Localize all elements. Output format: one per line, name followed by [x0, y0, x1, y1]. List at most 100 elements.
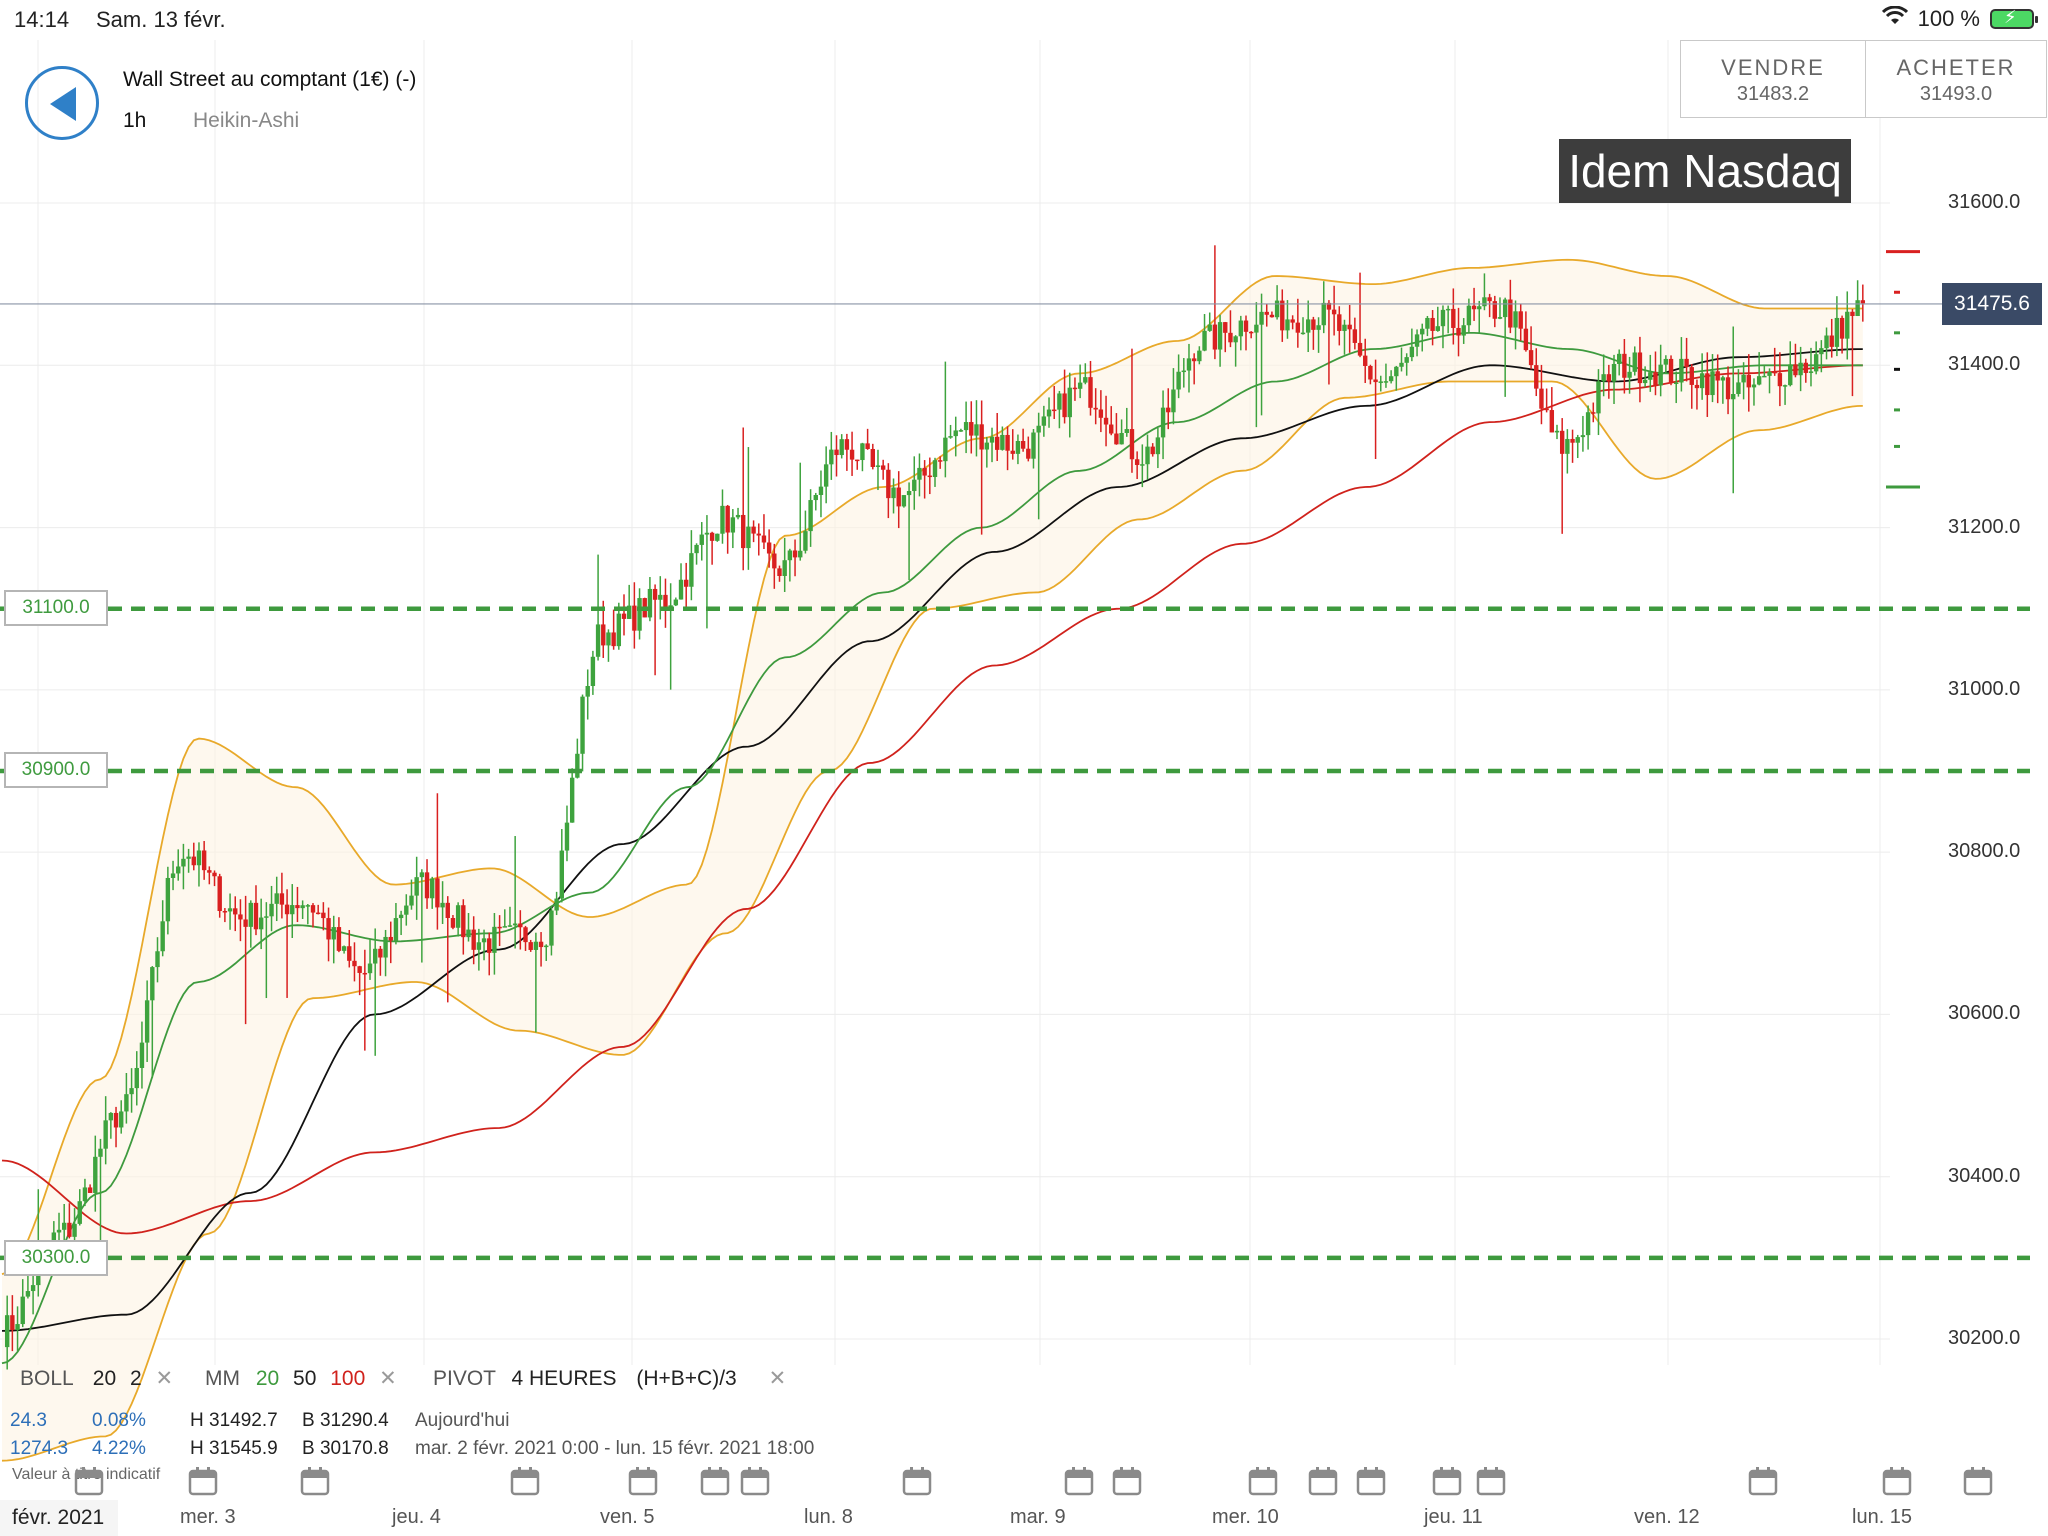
candle-body	[1435, 326, 1440, 331]
candle-body	[512, 923, 518, 926]
level-label-30300[interactable]: 30300.0	[4, 1240, 108, 1276]
remove-mm-button[interactable]: ✕	[379, 1367, 397, 1390]
candle-body	[295, 905, 300, 909]
candle-body	[1767, 371, 1772, 376]
candle-body	[974, 424, 979, 436]
candle-body	[1041, 416, 1047, 426]
candle-body	[1570, 438, 1575, 443]
sell-button[interactable]: VENDRE 31483.2	[1680, 40, 1866, 118]
candle-body	[455, 905, 461, 928]
back-button[interactable]	[25, 66, 99, 140]
mm-param-50: 50	[293, 1367, 317, 1390]
candle-body	[243, 919, 248, 927]
back-arrow-icon	[50, 87, 76, 121]
candle-body	[880, 465, 886, 470]
candle-body	[217, 876, 222, 912]
calendar-event-icon[interactable]	[1248, 1466, 1278, 1496]
candle-body	[1528, 350, 1534, 366]
bollinger-lower-line	[1, 380, 1863, 1462]
level-label-31100[interactable]: 31100.0	[4, 590, 108, 626]
candle-body	[1098, 409, 1104, 418]
boll-param-1: 20	[92, 1367, 117, 1390]
calendar-event-icon[interactable]	[1064, 1466, 1094, 1496]
current-price-tag: 31475.6	[1942, 283, 2042, 325]
candle-body	[684, 579, 689, 587]
stat-today-high: H 31492.7	[190, 1410, 278, 1431]
candle-body	[1611, 363, 1617, 382]
boll-legend[interactable]: BOLL 20 2 ✕	[20, 1366, 173, 1391]
remove-boll-button[interactable]: ✕	[155, 1367, 174, 1390]
x-axis-label: lun. 15	[1852, 1506, 1913, 1528]
candle-body	[160, 921, 165, 952]
candle-body	[1777, 373, 1783, 387]
pivot-legend[interactable]: PIVOT 4 HEURES (H+B+C)/3 ✕	[433, 1366, 786, 1391]
bollinger-band-fill	[2, 259, 1863, 1461]
calendar-event-icon[interactable]	[1356, 1466, 1386, 1496]
candle-body	[51, 1232, 57, 1245]
x-axis-label: jeu. 11	[1424, 1506, 1483, 1528]
candle-body	[901, 495, 907, 507]
calendar-event-icon[interactable]	[628, 1466, 658, 1496]
candle-body	[1663, 358, 1669, 365]
candle-body	[1057, 393, 1062, 410]
candle-body	[1160, 407, 1166, 438]
candle-body	[331, 927, 336, 940]
calendar-event-icon[interactable]	[902, 1466, 932, 1496]
candle-body	[1311, 319, 1316, 330]
candle-body	[813, 494, 818, 501]
remove-pivot-button[interactable]: ✕	[768, 1367, 787, 1390]
candle-body	[310, 905, 316, 913]
mm-legend[interactable]: MM 20 50 100 ✕	[205, 1366, 397, 1391]
calendar-event-icon[interactable]	[1963, 1466, 1993, 1496]
candle-body	[808, 500, 813, 532]
timeframe-selector[interactable]: 1h	[123, 109, 147, 132]
candle-body	[1725, 377, 1731, 400]
calendar-event-icon[interactable]	[188, 1466, 218, 1496]
candle-body	[865, 443, 870, 449]
calendar-event-icon[interactable]	[74, 1466, 104, 1496]
level-label-30900[interactable]: 30900.0	[4, 752, 108, 788]
battery-icon: ⚡	[1990, 7, 2038, 29]
calendar-event-icon[interactable]	[510, 1466, 540, 1496]
indicator-legend: BOLL 20 2 ✕ MM 20 50 100 ✕ PIVOT 4 HEURE…	[0, 1366, 900, 1483]
candle-body	[564, 822, 570, 851]
candle-body	[1741, 374, 1746, 383]
calendar-event-icon[interactable]	[1748, 1466, 1778, 1496]
calendar-event-icon[interactable]	[1112, 1466, 1142, 1496]
candle-body	[1077, 382, 1083, 389]
candle-body	[787, 550, 793, 561]
candle-body	[823, 464, 829, 487]
candle-body	[1731, 394, 1736, 400]
candle-body	[896, 487, 901, 507]
candle-body	[487, 938, 492, 953]
chart-type-selector[interactable]: Heikin-Ashi	[193, 109, 300, 132]
candle-body	[1031, 432, 1036, 459]
candle-body	[927, 475, 933, 478]
candle-body	[922, 467, 927, 476]
y-axis-label: 31400.0	[1948, 353, 2021, 376]
candle-body	[1487, 297, 1492, 302]
candle-body	[1565, 438, 1570, 454]
calendar-event-icon[interactable]	[700, 1466, 730, 1496]
candle-body	[476, 942, 482, 950]
buy-button[interactable]: ACHETER 31493.0	[1865, 40, 2047, 118]
candle-body	[1015, 440, 1021, 454]
calendar-event-icon[interactable]	[740, 1466, 770, 1496]
candle-body	[1140, 464, 1145, 466]
status-bar: 14:14 Sam. 13 févr. 100 % ⚡	[0, 0, 2048, 40]
buy-label: ACHETER	[1896, 55, 2016, 80]
calendar-event-icon[interactable]	[300, 1466, 330, 1496]
calendar-event-icon[interactable]	[1476, 1466, 1506, 1496]
calendar-event-icon[interactable]	[1882, 1466, 1912, 1496]
candle-body	[264, 916, 269, 918]
x-axis-label: mar. 9	[1010, 1506, 1066, 1528]
calendar-event-icon[interactable]	[1308, 1466, 1338, 1496]
candle-body	[953, 430, 958, 437]
candle-body	[1228, 332, 1233, 343]
candle-body	[906, 491, 912, 496]
boll-name: BOLL	[20, 1367, 73, 1390]
calendar-event-icon[interactable]	[1432, 1466, 1462, 1496]
candle-body	[844, 439, 850, 450]
candle-body	[1466, 305, 1472, 326]
